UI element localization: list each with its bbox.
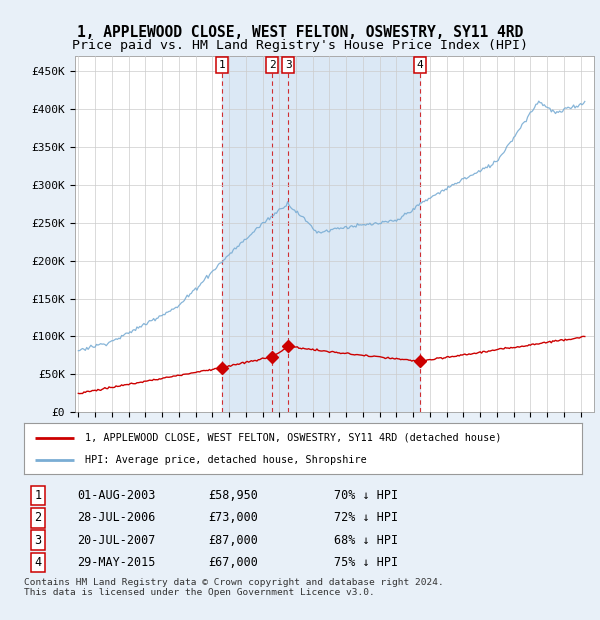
Text: £73,000: £73,000 <box>208 512 258 524</box>
Text: 3: 3 <box>285 60 292 70</box>
Text: 4: 4 <box>416 60 424 70</box>
Text: 3: 3 <box>34 534 41 546</box>
Text: 29-MAY-2015: 29-MAY-2015 <box>77 556 155 569</box>
Text: 75% ↓ HPI: 75% ↓ HPI <box>334 556 398 569</box>
Text: 1: 1 <box>218 60 226 70</box>
Text: 1, APPLEWOOD CLOSE, WEST FELTON, OSWESTRY, SY11 4RD: 1, APPLEWOOD CLOSE, WEST FELTON, OSWESTR… <box>77 25 523 40</box>
Text: 1, APPLEWOOD CLOSE, WEST FELTON, OSWESTRY, SY11 4RD (detached house): 1, APPLEWOOD CLOSE, WEST FELTON, OSWESTR… <box>85 433 502 443</box>
Text: 28-JUL-2006: 28-JUL-2006 <box>77 512 155 524</box>
Text: Contains HM Land Registry data © Crown copyright and database right 2024.
This d: Contains HM Land Registry data © Crown c… <box>24 578 444 597</box>
Text: 72% ↓ HPI: 72% ↓ HPI <box>334 512 398 524</box>
Text: Price paid vs. HM Land Registry's House Price Index (HPI): Price paid vs. HM Land Registry's House … <box>72 39 528 51</box>
Text: 2: 2 <box>34 512 41 524</box>
Text: £67,000: £67,000 <box>208 556 258 569</box>
Text: 2: 2 <box>269 60 275 70</box>
Text: £87,000: £87,000 <box>208 534 258 546</box>
Text: 70% ↓ HPI: 70% ↓ HPI <box>334 489 398 502</box>
Text: HPI: Average price, detached house, Shropshire: HPI: Average price, detached house, Shro… <box>85 455 367 465</box>
Text: 1: 1 <box>34 489 41 502</box>
Bar <box>222 56 420 412</box>
Text: 01-AUG-2003: 01-AUG-2003 <box>77 489 155 502</box>
Text: 20-JUL-2007: 20-JUL-2007 <box>77 534 155 546</box>
Text: 4: 4 <box>34 556 41 569</box>
Text: 68% ↓ HPI: 68% ↓ HPI <box>334 534 398 546</box>
Text: £58,950: £58,950 <box>208 489 258 502</box>
